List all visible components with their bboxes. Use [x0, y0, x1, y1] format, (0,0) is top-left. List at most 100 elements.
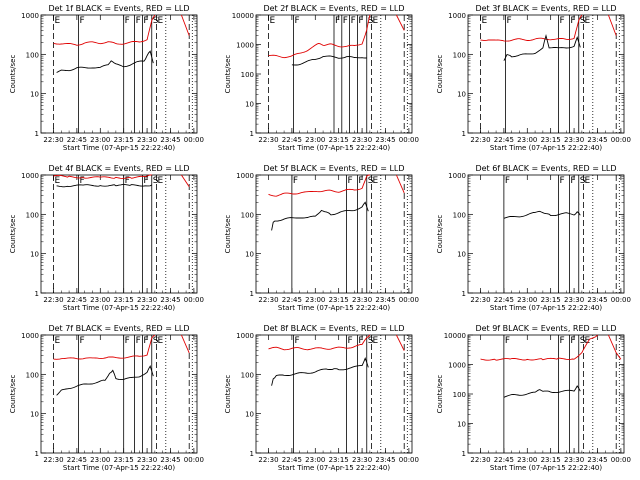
lld-series-line	[268, 334, 371, 351]
panel-det-1: Det 1f BLACK = Events, RED = LLD Counts/s…	[9, 4, 204, 152]
x-tick-label: 23:45	[587, 136, 607, 144]
plot-frame	[467, 14, 625, 134]
event-marker-label: F	[143, 336, 148, 346]
event-marker-label: F	[570, 336, 575, 346]
y-tick-label: 1000	[21, 332, 39, 340]
plot-frame	[255, 334, 413, 454]
x-tick-label: 22:45	[67, 296, 87, 304]
x-tick-label: 23:15	[114, 296, 134, 304]
y-tick-label: 1	[250, 290, 254, 298]
panel-title: Det 3f BLACK = Events, RED = LLD	[475, 4, 616, 13]
panel-det-9: Det 9f BLACK = Events, RED = LLD Counts/s…	[436, 324, 631, 472]
event-marker-label: F	[136, 336, 141, 346]
x-tick-label: 23:00	[90, 136, 110, 144]
x-tick-label: 23:45	[160, 456, 180, 464]
event-marker-label: E	[54, 176, 60, 186]
event-marker-label: E	[269, 16, 275, 26]
panel-title: Det 9f BLACK = Events, RED = LLD	[475, 324, 616, 333]
plot-frame	[467, 174, 625, 294]
y-tick-label: 1	[35, 450, 39, 458]
panel-det-3: Det 3f BLACK = Events, RED = LLD Counts/s…	[436, 4, 631, 152]
x-tick-label: 23:00	[90, 296, 110, 304]
x-axis-label: Start Time (07-Apr-15 22:22:40)	[63, 464, 175, 472]
x-tick-label: 22:45	[67, 136, 87, 144]
event-marker-label: F	[79, 336, 84, 346]
event-marker-label: F	[358, 336, 363, 346]
x-tick-label: 00:00	[611, 456, 631, 464]
panel-title: Det 5f BLACK = Events, RED = LLD	[263, 164, 404, 173]
panel-title: Det 7f BLACK = Events, RED = LLD	[48, 324, 189, 333]
x-tick-label: 22:30	[258, 456, 278, 464]
events-series-line	[271, 357, 369, 386]
y-tick-label: 10000	[444, 332, 466, 340]
x-tick-label: 23:15	[329, 456, 349, 464]
event-marker-label: F	[347, 336, 352, 346]
panel-title: Det 2f BLACK = Events, RED = LLD	[263, 4, 404, 13]
x-tick-label: 22:45	[282, 456, 302, 464]
lld-series-line	[268, 174, 370, 197]
event-marker-label: F	[559, 336, 564, 346]
event-marker-label: S	[153, 16, 159, 26]
event-marker-label: F	[506, 16, 511, 26]
x-tick-label: 22:30	[43, 456, 63, 464]
y-tick-label: 10	[30, 411, 39, 419]
x-tick-label: 00:00	[184, 456, 204, 464]
event-marker-label: E	[157, 336, 163, 346]
event-marker-label: S	[580, 336, 586, 346]
y-tick-label: 1000	[21, 172, 39, 180]
y-tick-label: 100	[241, 71, 254, 79]
event-marker-label: S	[580, 176, 586, 186]
event-marker-label: F	[347, 176, 352, 186]
event-marker-label: F	[505, 336, 510, 346]
y-axis-label: Counts/sec	[436, 215, 444, 254]
events-series-line	[503, 210, 581, 219]
x-tick-label: 23:15	[541, 296, 561, 304]
events-series-line	[56, 184, 153, 188]
event-marker-label: E	[372, 16, 378, 26]
x-tick-label: 00:00	[399, 296, 419, 304]
y-axis-label: Counts/sec	[9, 215, 17, 254]
x-axis-label: Start Time (07-Apr-15 22:22:40)	[490, 144, 602, 152]
x-tick-label: 23:45	[375, 296, 395, 304]
x-tick-label: 22:45	[494, 456, 514, 464]
y-axis-label: Counts/sec	[9, 375, 17, 414]
lld-series-tail	[607, 334, 622, 360]
y-axis-label: Counts/sec	[436, 55, 444, 94]
x-tick-label: 22:30	[470, 296, 490, 304]
panel-title: Det 6f BLACK = Events, RED = LLD	[475, 164, 616, 173]
x-tick-label: 23:30	[352, 136, 372, 144]
x-tick-label: 23:00	[305, 296, 325, 304]
x-tick-label: 23:15	[541, 136, 561, 144]
events-series-line	[291, 55, 367, 66]
x-tick-label: 23:00	[517, 456, 537, 464]
plot-frame	[467, 334, 625, 454]
y-tick-label: 1000	[21, 12, 39, 20]
x-tick-label: 23:30	[137, 296, 157, 304]
event-marker-label: E	[481, 16, 487, 26]
x-tick-label: 23:00	[517, 136, 537, 144]
y-tick-label: 10	[457, 251, 466, 259]
y-tick-label: 10	[245, 101, 254, 109]
y-tick-label: 1000	[236, 332, 254, 340]
y-tick-label: 1000	[448, 362, 466, 370]
x-tick-label: 23:15	[541, 456, 561, 464]
events-series-line	[271, 201, 369, 231]
y-tick-label: 1	[462, 450, 466, 458]
x-tick-label: 23:30	[564, 456, 584, 464]
x-axis-label: Start Time (07-Apr-15 22:22:40)	[490, 304, 602, 312]
y-axis-label: Counts/sec	[436, 375, 444, 414]
x-tick-label: 22:30	[470, 136, 490, 144]
y-tick-label: 10000	[232, 12, 254, 20]
lld-series-tail	[395, 334, 405, 351]
x-tick-label: 23:30	[564, 136, 584, 144]
y-tick-label: 10	[245, 411, 254, 419]
x-tick-label: 23:30	[352, 296, 372, 304]
x-tick-label: 22:45	[494, 296, 514, 304]
event-marker-label: F	[559, 16, 564, 26]
y-tick-label: 100	[26, 211, 39, 219]
panel-det-6: Det 6f BLACK = Events, RED = LLD Counts/s…	[436, 164, 631, 312]
x-tick-label: 23:30	[352, 456, 372, 464]
x-tick-label: 23:45	[375, 136, 395, 144]
y-tick-label: 1	[35, 290, 39, 298]
x-tick-label: 22:45	[282, 296, 302, 304]
